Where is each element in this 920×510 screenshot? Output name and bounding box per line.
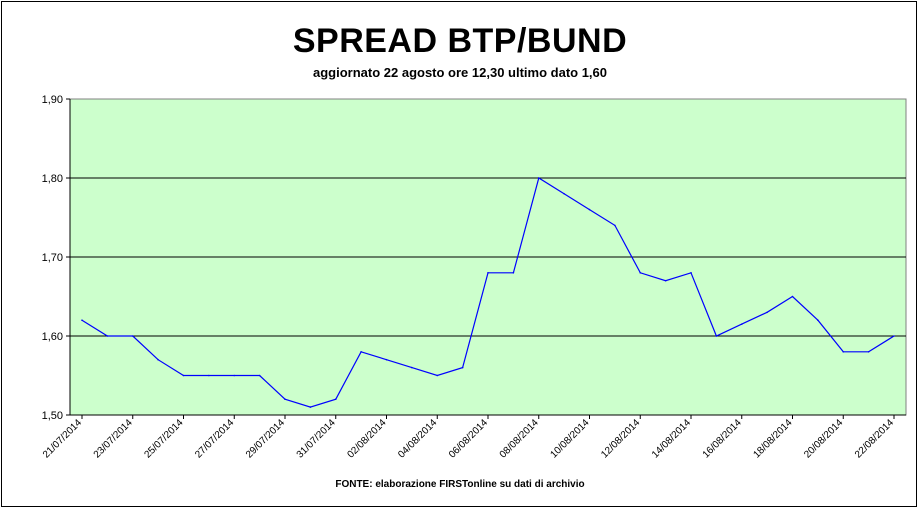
- x-tick-label: 04/08/2014: [396, 417, 439, 460]
- data-point: [157, 358, 159, 361]
- y-tick-label: 1,50: [42, 410, 63, 422]
- data-point: [182, 374, 185, 377]
- data-point: [817, 319, 819, 322]
- source-note: FONTE: elaborazione FIRSTonline su dati …: [335, 479, 585, 490]
- x-tick-label: 31/07/2014: [295, 417, 338, 460]
- y-tick-label: 1,70: [42, 252, 63, 264]
- y-tick-label: 1,60: [42, 331, 63, 343]
- data-point: [258, 374, 261, 377]
- series-group: [81, 177, 895, 408]
- data-point: [436, 374, 439, 377]
- data-point: [233, 374, 236, 377]
- data-point: [715, 335, 718, 337]
- data-point: [614, 224, 616, 227]
- x-axis-ticks: 21/07/2014 23/07/2014 25/07/2014 27/07/2014…: [41, 415, 896, 461]
- data-point: [588, 208, 591, 211]
- data-point: [639, 272, 642, 274]
- x-tick-label: 06/08/2014: [447, 417, 490, 460]
- data-point: [740, 323, 743, 325]
- data-point: [842, 351, 845, 353]
- chart-title: SPREAD BTP/BUND: [292, 22, 628, 60]
- data-point: [867, 351, 870, 353]
- x-tick-label: 12/08/2014: [599, 417, 642, 460]
- gridlines: [70, 177, 906, 337]
- data-point: [106, 335, 109, 337]
- x-tick-label: 18/08/2014: [751, 417, 794, 460]
- x-tick-label: 02/08/2014: [345, 417, 388, 460]
- data-point: [537, 177, 540, 179]
- data-point: [766, 311, 768, 314]
- data-point: [385, 358, 388, 361]
- data-point: [893, 335, 895, 337]
- data-point: [81, 319, 83, 322]
- data-point: [664, 279, 667, 282]
- data-point: [512, 272, 515, 274]
- x-tick-label: 27/07/2014: [193, 417, 236, 460]
- data-point: [791, 295, 794, 298]
- data-point: [334, 398, 337, 401]
- data-point: [131, 335, 134, 337]
- x-tick-label: 16/08/2014: [701, 417, 744, 460]
- x-tick-label: 08/08/2014: [498, 417, 541, 460]
- data-point: [487, 272, 489, 274]
- x-tick-label: 25/07/2014: [142, 417, 185, 460]
- data-point: [690, 272, 692, 274]
- x-tick-label: 23/07/2014: [92, 417, 135, 460]
- x-tick-label: 22/08/2014: [853, 417, 896, 460]
- y-axis-ticks: 1,50 1,60 1,70 1,80 1,90: [42, 94, 70, 422]
- chart-subtitle: aggiornato 22 agosto ore 12,30 ultimo da…: [312, 65, 608, 80]
- data-point: [309, 406, 312, 408]
- data-point: [284, 398, 286, 401]
- data-point: [360, 351, 362, 353]
- x-tick-label: 14/08/2014: [650, 417, 693, 460]
- y-tick-label: 1,80: [42, 173, 63, 185]
- x-tick-label: 29/07/2014: [244, 417, 287, 460]
- data-point: [461, 366, 464, 369]
- data-point: [563, 193, 565, 195]
- x-tick-label: 20/08/2014: [802, 417, 845, 460]
- x-tick-label: 10/08/2014: [548, 417, 591, 460]
- y-tick-label: 1,90: [42, 94, 63, 106]
- data-point: [411, 366, 413, 369]
- data-point: [208, 374, 210, 377]
- x-tick-label: 21/07/2014: [41, 417, 84, 460]
